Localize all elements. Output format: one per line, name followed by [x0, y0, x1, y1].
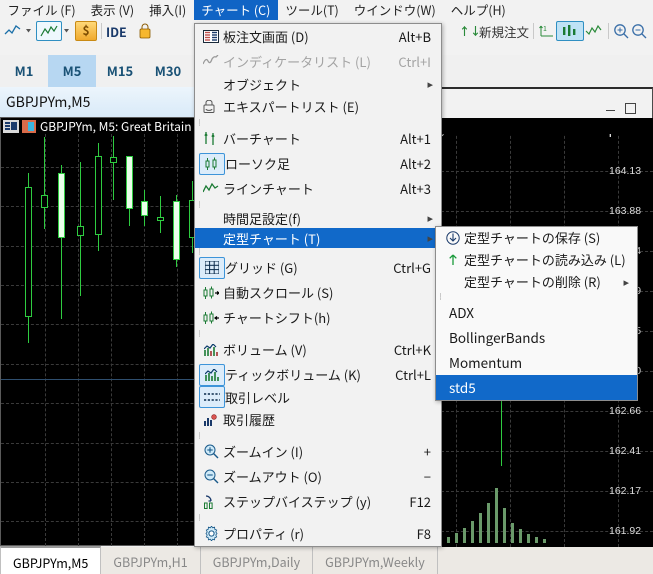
- svg-text:↑↓: ↑↓: [459, 23, 479, 39]
- svg-text:1: 1: [543, 24, 547, 34]
